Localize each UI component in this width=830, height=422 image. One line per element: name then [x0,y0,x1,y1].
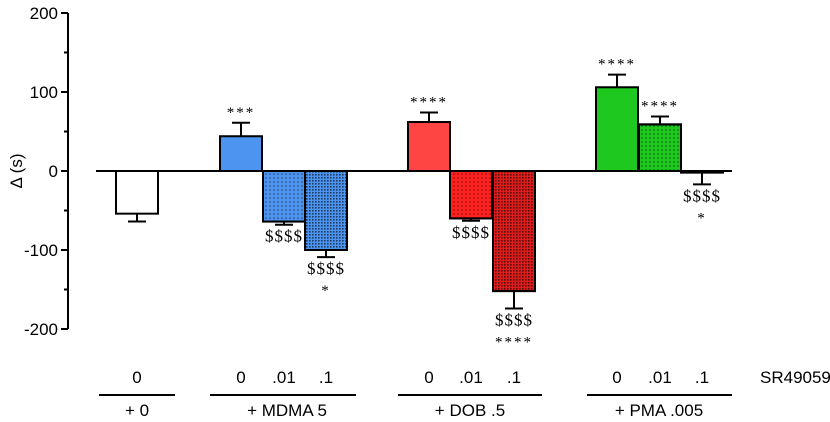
group-label: + PMA .005 [615,401,703,420]
significance-label: *** [227,105,256,121]
significance-label: $$$$ [495,310,533,329]
bar-group: $$$$ [262,170,306,246]
bar-group: **** [638,98,682,172]
significance-label: $$$$ [683,186,721,205]
dose-label: .1 [319,368,333,387]
significance-label: * [321,283,331,299]
bar [115,170,159,215]
group-label: + DOB .5 [435,401,505,420]
bar-group: **** [595,57,639,172]
bar-pattern [639,124,681,171]
bar [595,86,639,172]
significance-label: **** [598,57,636,73]
significance-label: **** [410,95,448,111]
bars-layer: ***$$$$$$$$*****$$$$$$$$************$$$$… [96,57,732,350]
significance-label: **** [495,334,533,350]
bar-group: $$$$ [449,170,493,242]
bar-pattern [493,171,535,292]
row-label-sr49059: SR49059 [760,368,830,387]
y-tick-label: 0 [49,162,58,181]
dose-label: 0 [424,368,433,387]
significance-label: $$$$ [307,259,345,278]
bar [407,121,451,172]
dose-label: .1 [695,368,709,387]
dose-label: .01 [459,368,483,387]
dose-label: 0 [236,368,245,387]
significance-label: * [697,210,707,226]
bar-outline [680,170,724,174]
dose-label: .01 [648,368,672,387]
bar-group: **** [407,95,451,172]
y-tick-label: 200 [30,4,58,23]
bar-pattern [263,171,305,222]
significance-label: $$$$ [265,227,303,246]
group-label: + 0 [125,401,149,420]
bar-group: $$$$ * [304,170,348,299]
bar [219,135,263,173]
bar-group: $$$$ **** [492,170,536,350]
dose-label: 0 [132,368,141,387]
y-tick-label: -100 [24,241,58,260]
bar-pattern [305,171,347,250]
significance-label: **** [641,98,679,114]
y-axis: -200 -100 0 100 200 [24,4,69,339]
bar-group: $$$$ * [680,170,724,226]
dose-label: .01 [272,368,296,387]
category-labels: 0 0 .01 .1 0 .01 .1 0 .01 .1 + 0 + MDMA 5 + DOB .5 + … [99,368,732,420]
y-tick-label: 100 [30,83,58,102]
y-tick-label: -200 [24,320,58,339]
dose-label: 0 [612,368,621,387]
group-label: + MDMA 5 [247,401,327,420]
significance-label: $$$$ [452,223,490,242]
dose-label: .1 [507,368,521,387]
bar-group: *** [219,105,263,173]
bar-pattern [450,171,492,219]
y-axis-label: Δ (s) [7,154,26,189]
bar-group [115,170,159,223]
